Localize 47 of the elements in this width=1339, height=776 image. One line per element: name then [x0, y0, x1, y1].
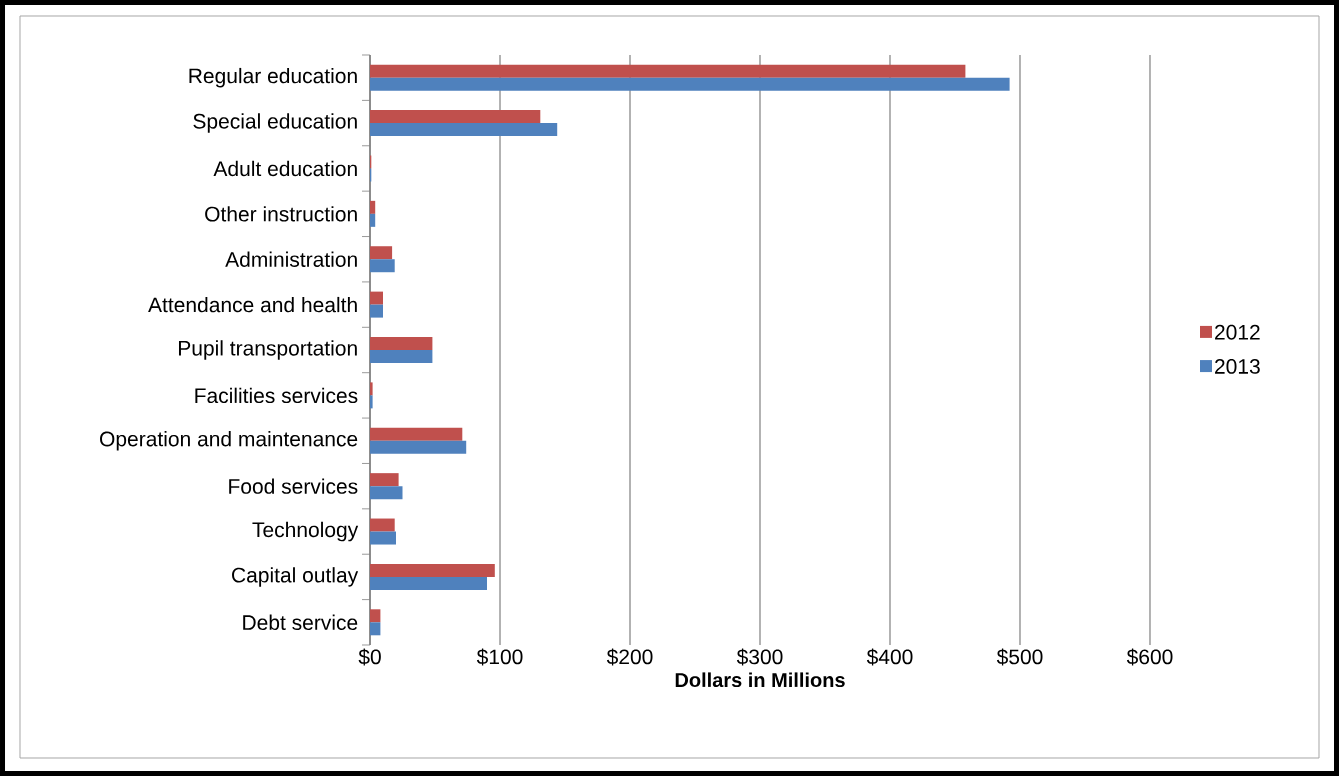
y-tick-label: Operation and maintenance	[100, 430, 358, 451]
bar	[370, 200, 376, 214]
y-tick-label: Administration	[225, 251, 357, 267]
bar	[370, 291, 384, 305]
y-tick-label: Regular education	[189, 67, 357, 88]
bar	[370, 563, 495, 577]
bar	[370, 440, 467, 454]
y-tick-label: Special education	[193, 113, 357, 133]
x-tick-label: $300	[736, 648, 783, 666]
y-tick-label: Other instruction	[205, 206, 357, 222]
bar	[370, 531, 397, 545]
y-tick-label: Technology	[252, 521, 359, 542]
bar	[370, 622, 381, 636]
bar	[370, 395, 373, 409]
bar	[370, 486, 403, 500]
y-tick-label: Pupil transportation	[178, 340, 357, 360]
x-tick-label: $200	[606, 648, 653, 666]
x-tick-label: $600	[1126, 648, 1173, 666]
bar	[370, 336, 433, 350]
bar	[370, 382, 373, 396]
bar	[370, 427, 463, 441]
bar	[370, 213, 376, 227]
bar	[370, 123, 558, 137]
x-axis-title: Dollars in Millions	[675, 672, 845, 688]
legend-label: 2013	[1215, 359, 1260, 374]
bar	[370, 110, 541, 124]
y-tick-label: Capital outlay	[232, 567, 359, 587]
bar	[370, 304, 384, 318]
bar	[370, 259, 395, 273]
y-tick-label: Facilities services	[195, 387, 358, 404]
x-tick-label: $400	[866, 648, 913, 666]
x-tick-label: $500	[996, 648, 1043, 666]
x-tick-label: $100	[476, 648, 523, 666]
x-tick-label: $0	[358, 648, 381, 666]
legend-label: 2012	[1215, 324, 1260, 340]
bar	[370, 246, 393, 260]
y-tick-label: Food services	[229, 478, 358, 494]
bar	[370, 350, 433, 363]
bar	[370, 518, 395, 532]
y-tick-label: Attendance and health	[148, 296, 357, 313]
bar	[370, 576, 488, 590]
y-tick-label: Debt service	[243, 614, 358, 631]
y-tick-label: Adult education	[213, 160, 357, 177]
bar	[370, 77, 1010, 91]
bar	[370, 64, 966, 78]
bar	[370, 609, 381, 623]
bar	[370, 473, 399, 487]
